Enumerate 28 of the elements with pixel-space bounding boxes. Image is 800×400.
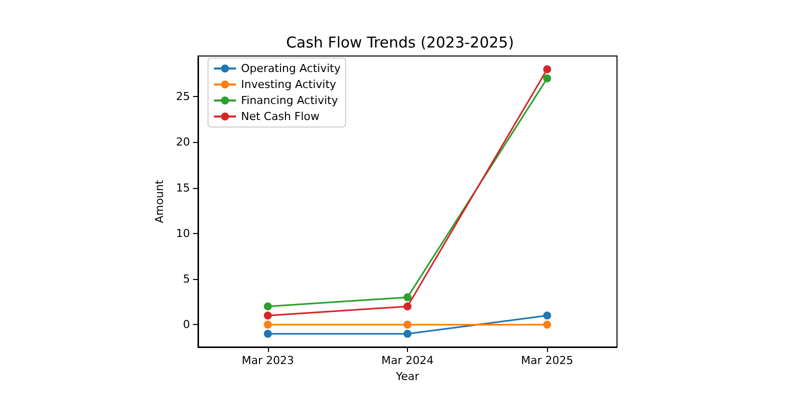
legend-label: Financing Activity [241,94,338,107]
point [264,320,272,329]
point [404,320,412,329]
y-tick-label: 10 [176,226,190,240]
point [543,65,552,74]
legend-label: Net Cash Flow [241,110,320,123]
point [404,293,412,302]
x-axis-title: Year [394,370,420,383]
point [404,302,412,310]
point [264,330,272,338]
y-tick-label: 0 [183,318,190,332]
y-tick-label: 20 [176,136,190,149]
point [543,312,552,320]
point [404,330,412,338]
x-tick-label: Mar 2023 [242,354,294,367]
legend-label: Investing Activity [241,78,337,91]
x-tick-label: Mar 2024 [381,354,434,367]
point [264,312,272,320]
legend-label: Operating Activity [241,62,342,75]
point [543,74,552,82]
y-axis-title: Amount [153,179,166,224]
y-tick-label: 5 [183,272,190,286]
x-tick-label: Mar 2025 [521,354,574,367]
chart-title: Cash Flow Trends (2023-2025) [286,34,514,52]
y-tick-label: 15 [176,181,190,194]
y-tick-label: 25 [176,90,190,104]
point [264,302,272,310]
point [543,320,552,329]
